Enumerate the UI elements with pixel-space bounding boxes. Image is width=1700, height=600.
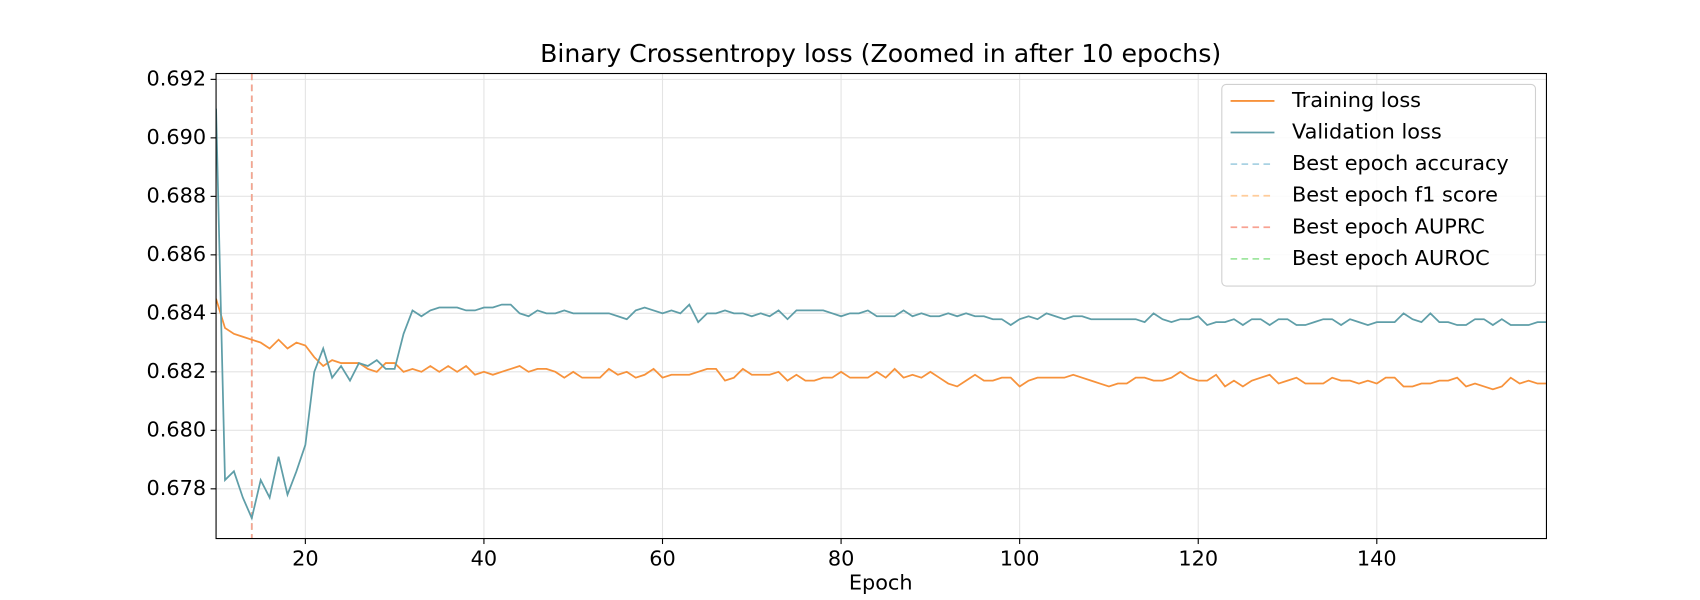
axes-frame [215, 72, 1547, 540]
x-tick-label: 100 [1000, 546, 1040, 570]
legend-label: Validation loss [1292, 120, 1442, 144]
legend-box [1221, 83, 1537, 287]
legend-label: Best epoch AUPRC [1292, 214, 1485, 238]
x-tick-label: 60 [649, 546, 676, 570]
series-line [216, 298, 1547, 391]
chart-title: Binary Crossentropy loss (Zoomed in afte… [540, 39, 1221, 68]
y-tick-label: 0.682 [147, 359, 207, 383]
series-line [216, 108, 1547, 521]
x-axis-label: Epoch [849, 571, 913, 595]
x-tick-label: 40 [471, 546, 498, 570]
y-tick-label: 0.684 [147, 300, 207, 324]
x-tick-label: 80 [828, 546, 855, 570]
legend-label: Training loss [1291, 88, 1421, 112]
x-tick-label: 140 [1357, 546, 1397, 570]
legend-label: Best epoch f1 score [1292, 183, 1498, 207]
legend-label: Best epoch AUROC [1292, 246, 1490, 270]
y-tick-label: 0.688 [147, 183, 207, 207]
y-tick-label: 0.690 [147, 125, 207, 149]
y-tick-label: 0.686 [147, 242, 207, 266]
y-tick-label: 0.678 [147, 476, 207, 500]
legend: Training loss Validation loss Best epoch a… [1221, 83, 1537, 287]
legend-label: Best epoch accuracy [1292, 151, 1509, 175]
plot-area [216, 73, 1547, 539]
x-tick-label: 120 [1178, 546, 1218, 570]
x-tick-label: 20 [292, 546, 319, 570]
axes: 20 40 60 80 100 120 140 0.678 0.680 0.682 0.684 0.6… [147, 66, 1397, 570]
y-tick-label: 0.692 [147, 66, 207, 90]
y-tick-label: 0.680 [147, 417, 207, 441]
